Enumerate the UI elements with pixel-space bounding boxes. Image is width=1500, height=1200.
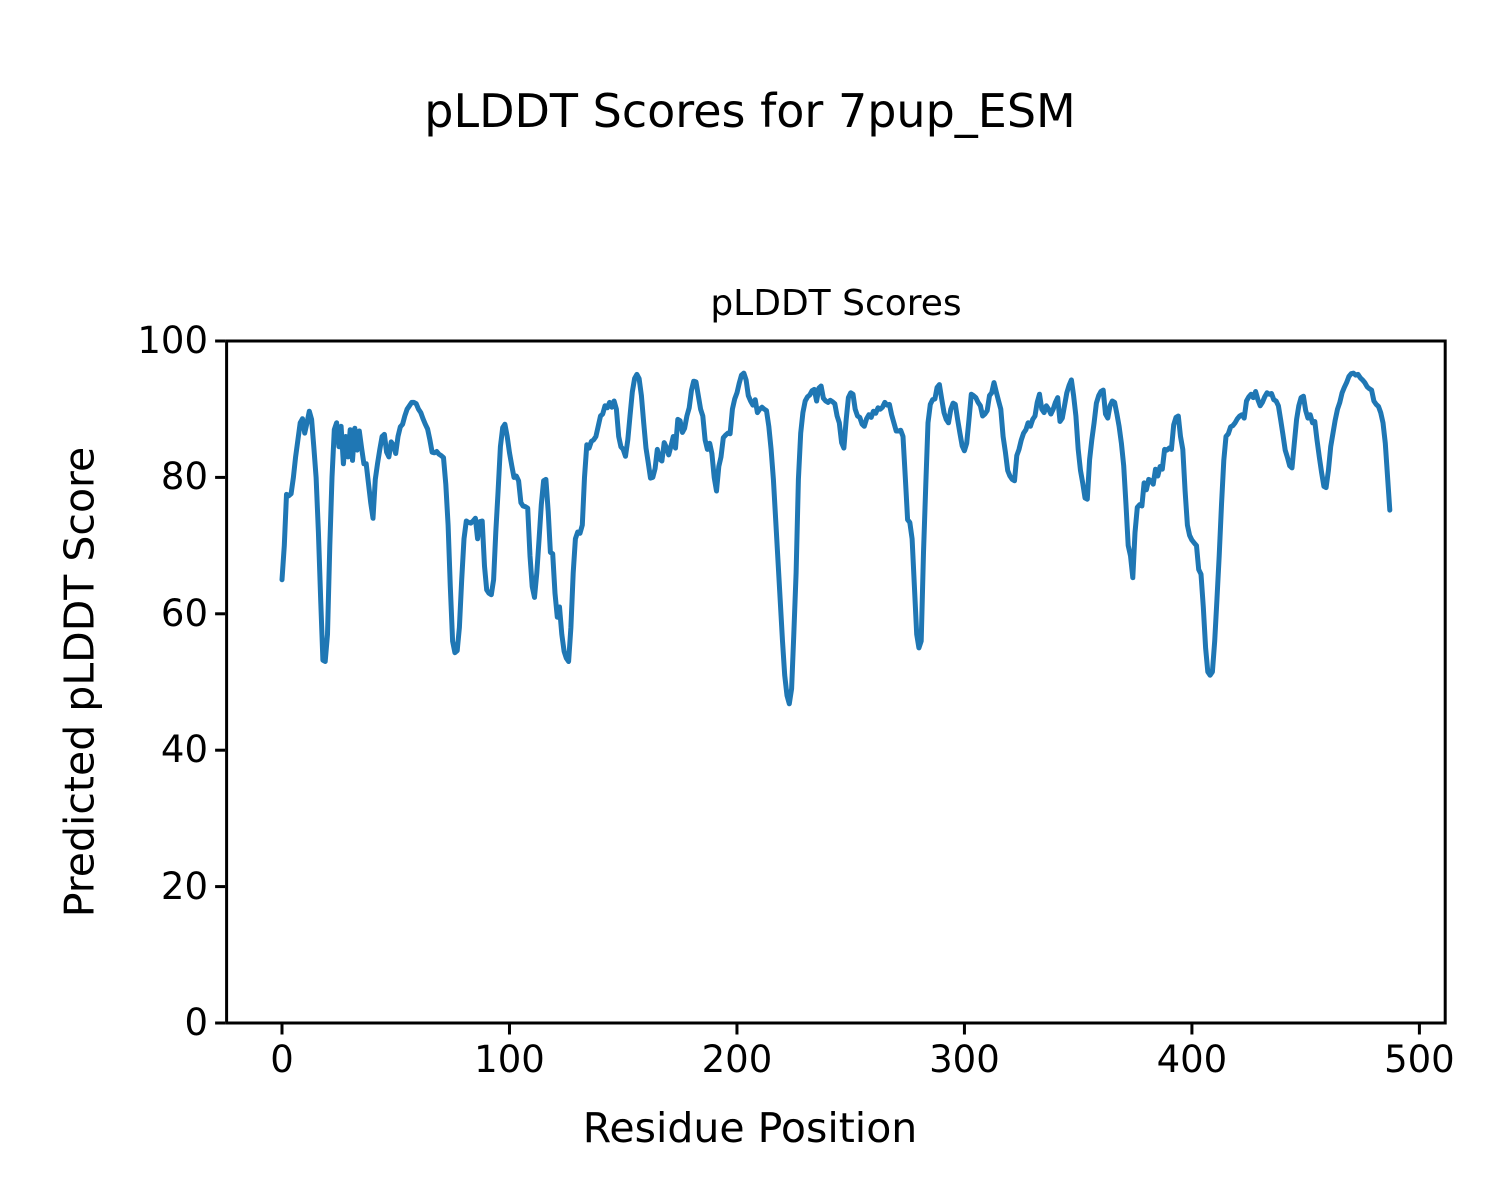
x-tick-label: 200 (701, 1038, 773, 1081)
x-tick-label: 500 (1384, 1038, 1455, 1081)
axes-title: pLDDT Scores (710, 283, 962, 324)
pldd-score-line (279, 370, 1393, 707)
axes-spines (225, 339, 1447, 1025)
y-tick-label: 100 (137, 319, 208, 362)
y-tick-label: 40 (160, 728, 208, 772)
x-axis-label: Residue Position (582, 1104, 918, 1152)
x-tick-label: 400 (1156, 1038, 1228, 1081)
x-tick-label: 100 (474, 1038, 545, 1081)
y-tick-label: 20 (160, 864, 208, 908)
y-tick-label: 0 (184, 1001, 208, 1044)
figure-suptitle: pLDDT Scores for 7pup_ESM (424, 84, 1076, 138)
x-tick-label: 0 (270, 1038, 294, 1081)
y-tick-label: 80 (160, 455, 208, 499)
x-tick-label: 300 (929, 1038, 1000, 1081)
y-axis-label: Predicted pLDDT Score (55, 446, 104, 918)
y-tick-label: 60 (160, 591, 208, 635)
